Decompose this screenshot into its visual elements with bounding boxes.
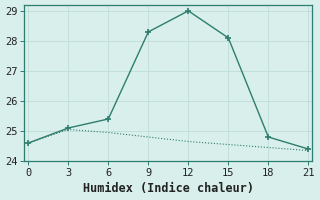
- X-axis label: Humidex (Indice chaleur): Humidex (Indice chaleur): [83, 182, 254, 195]
